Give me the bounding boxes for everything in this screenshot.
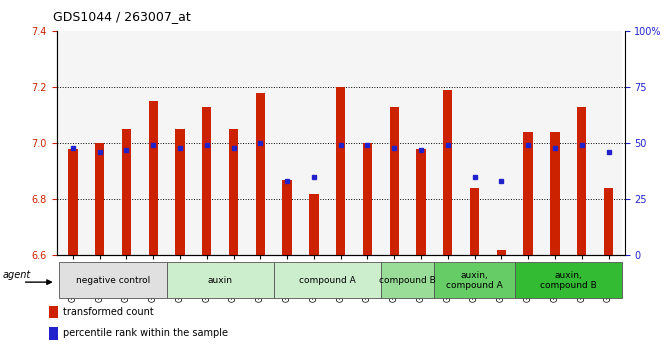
Text: negative control: negative control xyxy=(76,276,150,285)
Bar xyxy=(175,129,184,255)
Text: transformed count: transformed count xyxy=(63,307,154,317)
Bar xyxy=(354,31,381,255)
Bar xyxy=(443,90,452,255)
Bar xyxy=(497,250,506,255)
Bar xyxy=(407,31,434,255)
Bar xyxy=(202,107,212,255)
FancyBboxPatch shape xyxy=(59,262,166,298)
Bar xyxy=(524,132,533,255)
Bar xyxy=(577,107,587,255)
Bar xyxy=(113,31,140,255)
FancyBboxPatch shape xyxy=(515,262,622,298)
Bar xyxy=(470,188,479,255)
Bar xyxy=(220,31,247,255)
Bar xyxy=(595,31,622,255)
Bar xyxy=(68,149,77,255)
Text: percentile rank within the sample: percentile rank within the sample xyxy=(63,328,228,338)
Bar xyxy=(86,31,113,255)
Bar xyxy=(515,31,542,255)
Text: compound B: compound B xyxy=(379,276,436,285)
Text: auxin,
compound B: auxin, compound B xyxy=(540,270,597,290)
Bar xyxy=(193,31,220,255)
Bar xyxy=(274,31,301,255)
Bar xyxy=(550,132,560,255)
Bar xyxy=(381,31,407,255)
Bar xyxy=(434,31,461,255)
Bar xyxy=(336,87,345,255)
Text: compound A: compound A xyxy=(299,276,355,285)
Bar xyxy=(140,31,166,255)
Bar xyxy=(301,31,327,255)
Bar xyxy=(256,93,265,255)
Bar xyxy=(283,180,292,255)
Bar xyxy=(568,31,595,255)
Text: agent: agent xyxy=(3,270,31,280)
Bar xyxy=(389,107,399,255)
Bar xyxy=(229,129,238,255)
Bar xyxy=(122,129,131,255)
Bar xyxy=(148,101,158,255)
Bar xyxy=(461,31,488,255)
FancyBboxPatch shape xyxy=(166,262,274,298)
Bar xyxy=(59,31,86,255)
Text: auxin,
compound A: auxin, compound A xyxy=(446,270,503,290)
FancyBboxPatch shape xyxy=(381,262,434,298)
Bar xyxy=(49,327,58,339)
Bar xyxy=(363,143,372,255)
Bar xyxy=(309,194,319,255)
Bar xyxy=(488,31,515,255)
Bar xyxy=(327,31,354,255)
Bar xyxy=(95,143,104,255)
Bar xyxy=(604,188,613,255)
Text: GDS1044 / 263007_at: GDS1044 / 263007_at xyxy=(53,10,191,23)
FancyBboxPatch shape xyxy=(274,262,381,298)
Text: auxin: auxin xyxy=(208,276,232,285)
Bar xyxy=(542,31,568,255)
Bar xyxy=(247,31,274,255)
Bar xyxy=(49,306,58,318)
FancyBboxPatch shape xyxy=(434,262,515,298)
Bar xyxy=(166,31,193,255)
Bar xyxy=(416,149,426,255)
